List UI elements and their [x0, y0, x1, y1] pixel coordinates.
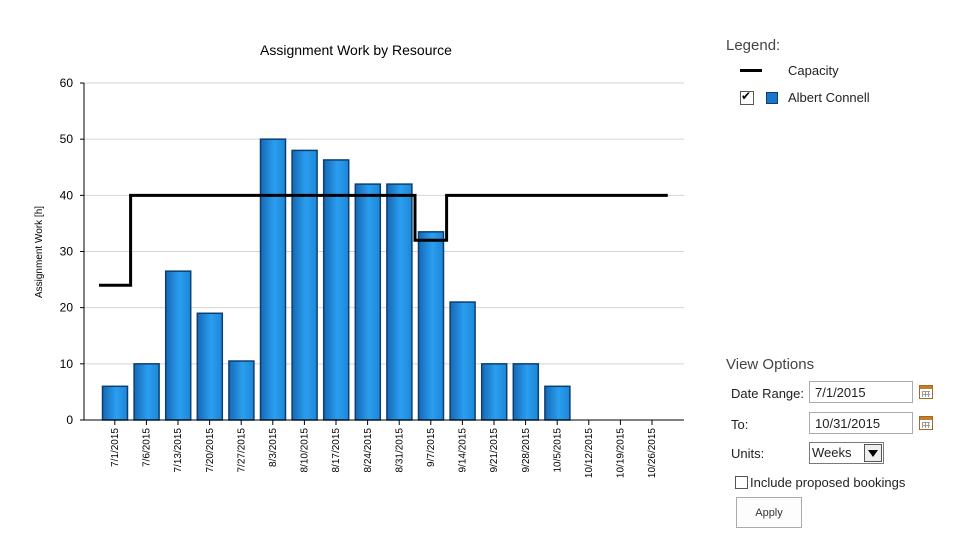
to-label: To: [731, 417, 749, 432]
date-range-label: Date Range: [731, 386, 804, 401]
legend-item-capacity: Capacity [740, 63, 839, 78]
bar [291, 149, 318, 421]
bar [259, 138, 287, 421]
x-tick-label: 7/6/2015 [142, 428, 153, 467]
capacity-line [99, 193, 668, 287]
units-selected-value: Weeks [812, 445, 852, 460]
units-label: Units: [731, 446, 765, 461]
y-axis-label: Assignment Work [h] [34, 206, 45, 298]
x-tick-label: 9/28/2015 [521, 428, 532, 473]
bar [417, 231, 445, 421]
y-tick-label: 10 [60, 357, 74, 371]
bar [544, 385, 571, 421]
bar [449, 301, 476, 421]
date-range-input[interactable] [809, 381, 913, 403]
bar [354, 183, 382, 421]
y-tick-label: 30 [60, 245, 74, 259]
albert-connell-swatch [766, 91, 778, 104]
x-tick-label: 10/19/2015 [616, 428, 627, 478]
x-tick-label: 10/26/2015 [647, 428, 658, 478]
y-tick-label: 0 [66, 413, 73, 427]
x-tick-label: 7/20/2015 [205, 428, 216, 473]
bar [196, 312, 224, 421]
x-tick-label: 9/21/2015 [489, 428, 500, 473]
x-tick-label: 8/3/2015 [268, 428, 279, 467]
bar [322, 159, 350, 421]
x-tick-label: 10/5/2015 [552, 428, 563, 473]
legend-item-albert-connell: Albert Connell [740, 89, 870, 105]
x-tick-label: 9/7/2015 [426, 428, 437, 467]
calendar-icon[interactable] [919, 385, 933, 399]
bar [512, 363, 540, 421]
y-tick-label: 40 [60, 188, 74, 202]
x-tick-label: 9/14/2015 [458, 428, 469, 473]
bar [480, 363, 508, 421]
bar-series [101, 138, 571, 421]
x-tick-label: 10/12/2015 [584, 428, 595, 478]
axes: 0 10 20 30 40 50 60 7/1/2015 7/6/2015 7/13/2015 7/… [60, 76, 684, 478]
bar [133, 363, 160, 421]
include-proposed-checkbox[interactable] [735, 476, 748, 489]
y-tick-label: 50 [60, 132, 74, 146]
y-tick-label: 20 [60, 301, 74, 315]
bar [386, 183, 413, 421]
x-tick-label: 8/24/2015 [363, 428, 374, 473]
capacity-series [99, 193, 668, 287]
bar [101, 385, 129, 421]
x-tick-label: 8/17/2015 [331, 428, 342, 473]
legend-label-albert-connell: Albert Connell [788, 90, 870, 105]
to-date-input[interactable] [809, 412, 913, 434]
bar [164, 270, 192, 421]
legend-heading: Legend: [726, 37, 781, 54]
y-tick-label: 60 [60, 76, 74, 90]
units-select[interactable]: Weeks [809, 442, 884, 464]
x-tick-label: 8/10/2015 [300, 428, 311, 473]
assignment-work-chart: Assignment Work by Resource Assignment W… [34, 42, 684, 478]
legend-label-capacity: Capacity [788, 63, 839, 78]
chart-title: Assignment Work by Resource [260, 42, 452, 58]
capacity-line-swatch [740, 69, 762, 72]
apply-button[interactable]: Apply [736, 497, 802, 528]
view-options-heading: View Options [726, 356, 815, 373]
x-tick-label: 7/13/2015 [173, 428, 184, 473]
calendar-icon[interactable] [919, 416, 933, 430]
x-tick-label: 8/31/2015 [394, 428, 405, 473]
x-tick-label: 7/27/2015 [236, 428, 247, 473]
x-tick-label: 7/1/2015 [110, 428, 121, 467]
chevron-down-icon[interactable] [864, 444, 882, 462]
bar [228, 360, 255, 421]
include-proposed-label: Include proposed bookings [750, 475, 906, 490]
legend-checkbox-albert-connell[interactable] [740, 89, 754, 105]
